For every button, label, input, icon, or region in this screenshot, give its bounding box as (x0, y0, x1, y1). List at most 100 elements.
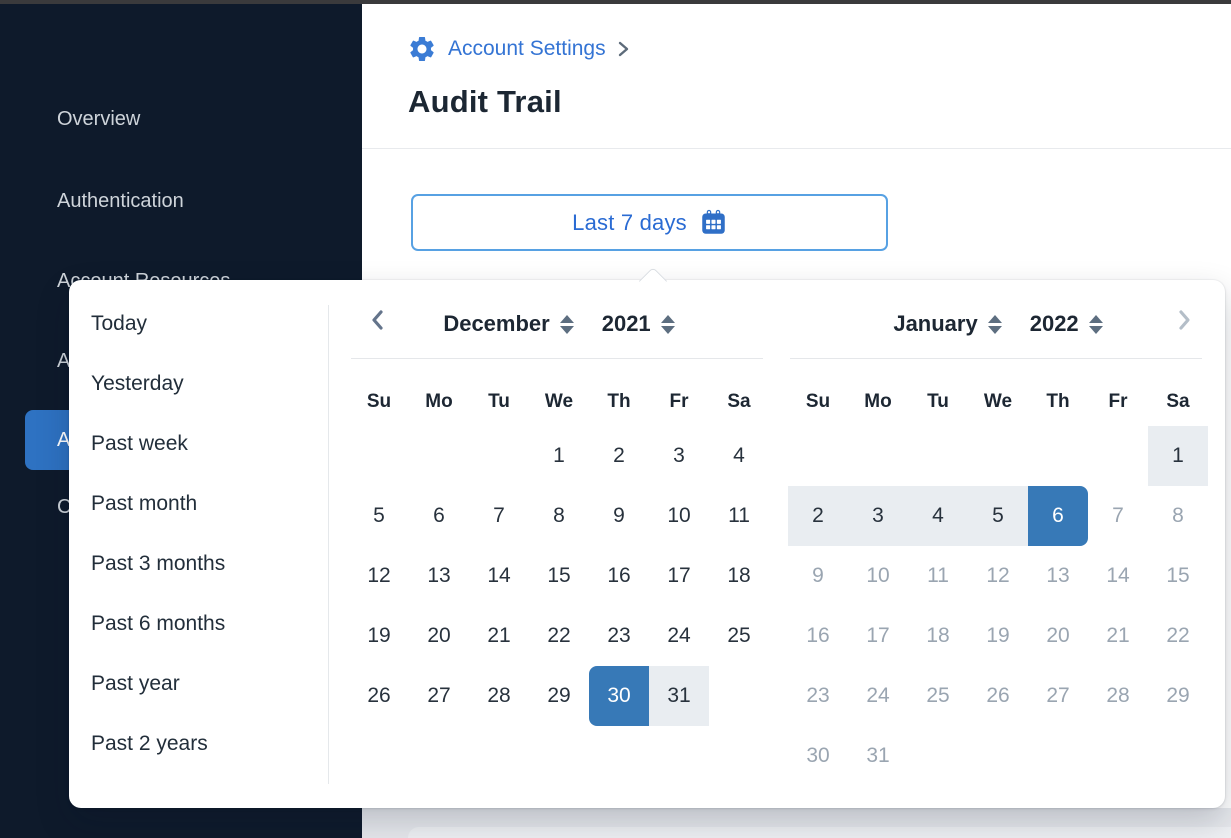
day-december-3[interactable]: 3 (673, 444, 685, 467)
preset-past-week[interactable]: Past week (91, 432, 188, 455)
preset-past-month[interactable]: Past month (91, 492, 198, 515)
day-december-16[interactable]: 16 (607, 564, 631, 587)
calendar-icon (700, 209, 727, 236)
date-range-button[interactable]: Last 7 days (411, 194, 888, 251)
day-december-20[interactable]: 20 (427, 624, 451, 647)
day-grid: 1 2 3 4 5 6 7 8 9 10 11 12 13 14 15 16 17 18 19 20 21 22 23 24 2… (788, 426, 1208, 786)
day-january-11: 11 (927, 564, 949, 587)
gear-icon (407, 34, 437, 64)
day-december-12[interactable]: 12 (367, 564, 391, 587)
weekday-label: Fr (669, 391, 689, 412)
day-december-24[interactable]: 24 (667, 624, 691, 647)
day-january-21: 21 (1106, 624, 1130, 647)
weekday-label: Tu (488, 391, 510, 412)
empty-day-cell (848, 426, 908, 486)
day-december-6[interactable]: 6 (433, 504, 445, 527)
day-january-6[interactable]: 6 (1028, 486, 1088, 546)
day-january-2[interactable]: 2 (788, 486, 848, 546)
month-label: January (893, 311, 978, 336)
day-december-7[interactable]: 7 (493, 504, 505, 527)
next-month-icon[interactable] (1177, 308, 1193, 332)
previous-month-icon[interactable] (369, 308, 385, 332)
day-december-29[interactable]: 29 (547, 684, 571, 707)
calendar-december: December 2021 Su Mo Tu We Th Fr Sa 1 2 3 4 5 6 7 8 9 10… (349, 280, 769, 808)
day-december-19[interactable]: 19 (367, 624, 391, 647)
day-december-14[interactable]: 14 (487, 564, 511, 587)
day-december-26[interactable]: 26 (367, 684, 391, 707)
day-december-8[interactable]: 8 (553, 504, 565, 527)
year-stepper-icon[interactable] (1088, 314, 1103, 334)
day-january-28: 28 (1106, 684, 1130, 707)
day-december-15[interactable]: 15 (547, 564, 571, 587)
sidebar-item-partial-2[interactable]: C (57, 496, 72, 518)
day-january-1[interactable]: 1 (1148, 426, 1208, 486)
day-december-28[interactable]: 28 (487, 684, 511, 707)
preset-past-year[interactable]: Past year (91, 672, 180, 695)
day-january-20: 20 (1046, 624, 1070, 647)
preset-today[interactable]: Today (91, 312, 148, 335)
breadcrumb-link-account-settings[interactable]: Account Settings (448, 37, 606, 60)
day-grid: 1 2 3 4 5 6 7 8 9 10 11 12 13 14 15 16 17 18 19 20 21 22 23 24 2… (349, 426, 769, 726)
empty-day-cell (908, 426, 968, 486)
day-december-18[interactable]: 18 (727, 564, 751, 587)
day-december-17[interactable]: 17 (667, 564, 691, 587)
day-december-11[interactable]: 11 (728, 504, 750, 527)
day-january-19: 19 (986, 624, 1010, 647)
preset-calendar-divider (328, 305, 329, 784)
weekday-row: Su Mo Tu We Th Fr Sa (349, 384, 769, 420)
year-stepper-icon[interactable] (660, 314, 675, 334)
calendar-header-divider (351, 358, 763, 359)
weekday-label: We (544, 391, 574, 412)
breadcrumb: Account Settings (407, 34, 630, 64)
day-january-9: 9 (812, 564, 824, 587)
sidebar-item-overview[interactable]: Overview (57, 108, 141, 130)
month-stepper-icon[interactable] (559, 314, 574, 334)
empty-day-cell (788, 426, 848, 486)
sidebar-item-authentication[interactable]: Authentication (57, 190, 184, 212)
header-divider (362, 148, 1231, 149)
day-january-22: 22 (1166, 624, 1190, 647)
window-top-bar (0, 0, 1231, 4)
day-january-30: 30 (806, 744, 830, 767)
empty-day-cell (1028, 426, 1088, 486)
day-december-22[interactable]: 22 (547, 624, 571, 647)
day-december-13[interactable]: 13 (427, 564, 451, 587)
day-december-31[interactable]: 31 (649, 666, 709, 726)
day-december-23[interactable]: 23 (607, 624, 631, 647)
day-december-10[interactable]: 10 (667, 504, 691, 527)
day-december-27[interactable]: 27 (427, 684, 451, 707)
day-january-5[interactable]: 5 (968, 486, 1028, 546)
day-december-25[interactable]: 25 (727, 624, 751, 647)
weekday-label: Th (607, 391, 631, 412)
day-january-17: 17 (866, 624, 890, 647)
day-january-8: 8 (1172, 504, 1184, 527)
day-december-5[interactable]: 5 (373, 504, 385, 527)
day-december-1[interactable]: 1 (553, 444, 565, 467)
preset-past-2-years[interactable]: Past 2 years (91, 732, 208, 755)
day-january-4[interactable]: 4 (908, 486, 968, 546)
content-background (362, 808, 1231, 838)
day-december-4[interactable]: 4 (733, 444, 745, 467)
day-december-9[interactable]: 9 (613, 504, 625, 527)
year-label: 2021 (601, 311, 651, 336)
weekday-label: Sa (727, 391, 751, 412)
day-january-10: 10 (866, 564, 890, 587)
preset-yesterday[interactable]: Yesterday (91, 372, 184, 395)
day-december-2[interactable]: 2 (613, 444, 625, 467)
weekday-label: Mo (864, 391, 892, 412)
day-december-30[interactable]: 30 (589, 666, 649, 726)
month-stepper-icon[interactable] (987, 314, 1002, 334)
content-panel (408, 827, 1231, 838)
empty-day-cell (469, 426, 529, 486)
date-range-button-label: Last 7 days (572, 209, 687, 235)
sidebar-item-partial-1[interactable]: A (57, 350, 71, 372)
preset-past-3-months[interactable]: Past 3 months (91, 552, 226, 575)
day-january-3[interactable]: 3 (848, 486, 908, 546)
day-january-25: 25 (926, 684, 950, 707)
day-january-7: 7 (1112, 504, 1124, 527)
preset-past-6-months[interactable]: Past 6 months (91, 612, 226, 635)
empty-day-cell (349, 426, 409, 486)
weekday-row: Su Mo Tu We Th Fr Sa (788, 384, 1208, 420)
day-december-21[interactable]: 21 (487, 624, 511, 647)
